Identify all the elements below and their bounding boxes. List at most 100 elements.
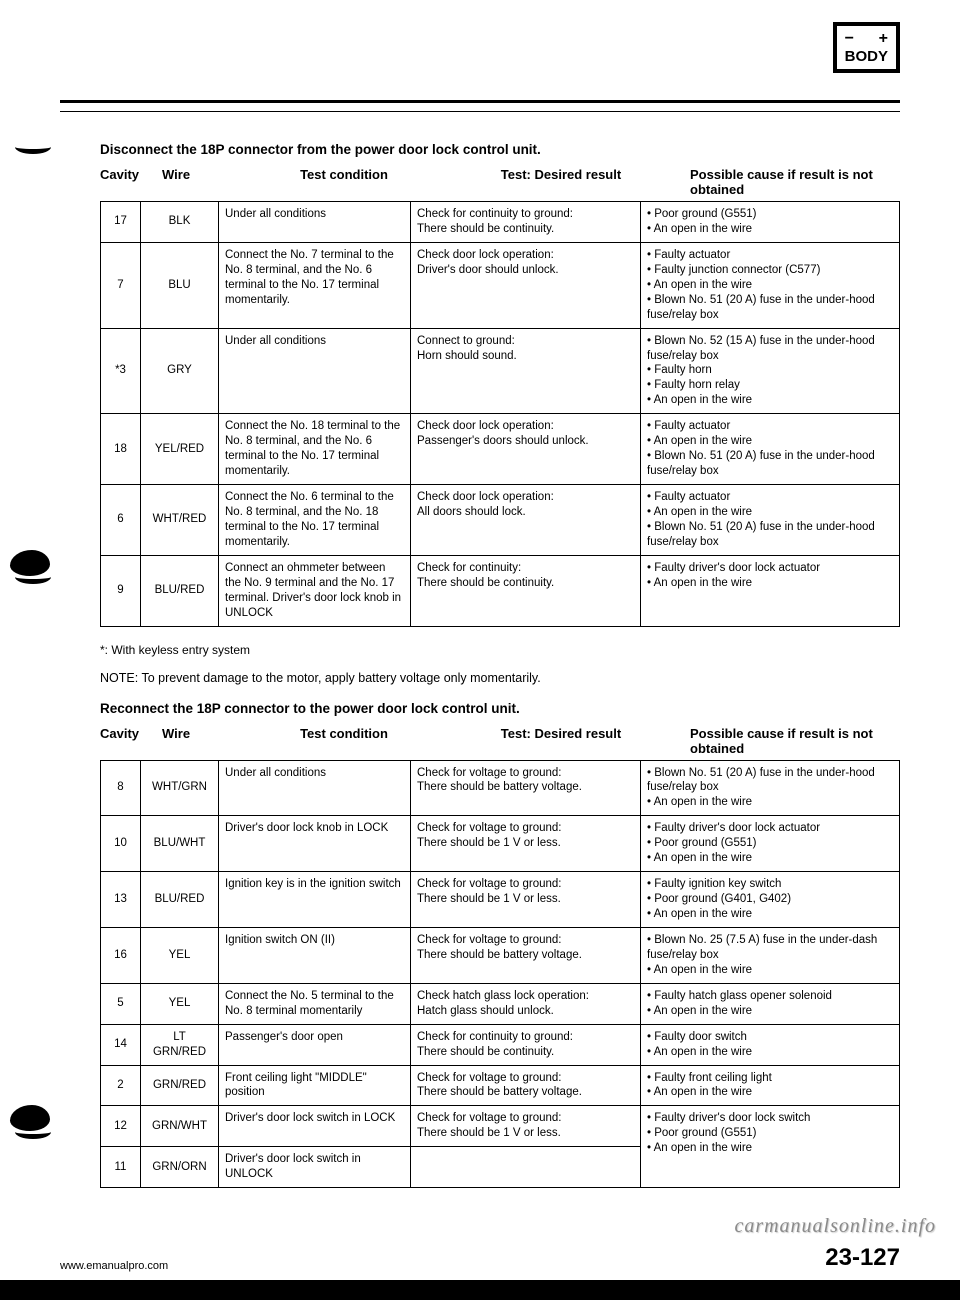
cell: GRN/ORN <box>141 1147 219 1188</box>
cell: Check for continuity: There should be co… <box>411 555 641 626</box>
cell: BLU/RED <box>141 872 219 928</box>
table2-headers: Cavity Wire Test condition Test: Desired… <box>100 726 900 756</box>
section2-title: Reconnect the 18P connector to the power… <box>100 701 900 716</box>
table-row: 16YELIgnition switch ON (II)Check for vo… <box>101 927 900 983</box>
decorator-mark <box>15 570 51 584</box>
cell: YEL <box>141 983 219 1024</box>
cell: GRN/RED <box>141 1065 219 1106</box>
cell: Connect the No. 18 terminal to the No. 8… <box>219 414 411 485</box>
cell: • Faulty actuator • An open in the wire … <box>641 414 900 485</box>
cell: Under all conditions <box>219 760 411 816</box>
cell: BLU/WHT <box>141 816 219 872</box>
cell: Under all conditions <box>219 328 411 414</box>
cell: Connect the No. 5 terminal to the No. 8 … <box>219 983 411 1024</box>
hdr-cause: Possible cause if result is not obtained <box>676 167 900 197</box>
hdr-wire: Wire <box>162 167 242 197</box>
cell: BLK <box>141 202 219 243</box>
cell: Check for voltage to ground: There shoul… <box>411 1065 641 1106</box>
cell: Connect the No. 6 terminal to the No. 8 … <box>219 485 411 556</box>
page-number: 23-127 <box>825 1244 900 1272</box>
cell: • Faulty driver's door lock actuator • P… <box>641 816 900 872</box>
cell: 11 <box>101 1147 141 1188</box>
cell: WHT/RED <box>141 485 219 556</box>
table-row: 9BLU/REDConnect an ohmmeter between the … <box>101 555 900 626</box>
cell: LT GRN/RED <box>141 1024 219 1065</box>
table-row: 14LT GRN/REDPassenger's door openCheck f… <box>101 1024 900 1065</box>
table-row: 10BLU/WHTDriver's door lock knob in LOCK… <box>101 816 900 872</box>
cell: Check door lock operation: All doors sho… <box>411 485 641 556</box>
table-row: 5YELConnect the No. 5 terminal to the No… <box>101 983 900 1024</box>
cell: • Faulty ignition key switch • Poor grou… <box>641 872 900 928</box>
table1: 17BLKUnder all conditionsCheck for conti… <box>100 201 900 627</box>
cell: Under all conditions <box>219 202 411 243</box>
cell: Check for voltage to ground: There shoul… <box>411 760 641 816</box>
cell: 16 <box>101 927 141 983</box>
cell: Check for voltage to ground: There shoul… <box>411 1106 641 1147</box>
table-row: 17BLKUnder all conditionsCheck for conti… <box>101 202 900 243</box>
cell: 8 <box>101 760 141 816</box>
cell: • Faulty front ceiling light • An open i… <box>641 1065 900 1106</box>
decorator-mark <box>15 1125 51 1139</box>
badge-plus: + <box>879 30 888 48</box>
table-row: 18YEL/REDConnect the No. 18 terminal to … <box>101 414 900 485</box>
cell: Front ceiling light "MIDDLE" position <box>219 1065 411 1106</box>
cell: BLU/RED <box>141 555 219 626</box>
cell: Driver's door lock switch in LOCK <box>219 1106 411 1147</box>
section1-title: Disconnect the 18P connector from the po… <box>100 142 900 157</box>
hdr-condition: Test condition <box>242 726 446 756</box>
table1-headers: Cavity Wire Test condition Test: Desired… <box>100 167 900 197</box>
cell: 7 <box>101 242 141 328</box>
table-row: *3GRYUnder all conditionsConnect to grou… <box>101 328 900 414</box>
table-row: 8WHT/GRNUnder all conditionsCheck for vo… <box>101 760 900 816</box>
cell: WHT/GRN <box>141 760 219 816</box>
cell: GRN/WHT <box>141 1106 219 1147</box>
cell: • Faulty hatch glass opener solenoid • A… <box>641 983 900 1024</box>
footer-url: www.emanualpro.com <box>60 1260 168 1272</box>
note-prevent: NOTE: To prevent damage to the motor, ap… <box>100 671 900 685</box>
cell: 10 <box>101 816 141 872</box>
cell: 9 <box>101 555 141 626</box>
cell: • Faulty driver's door lock actuator • A… <box>641 555 900 626</box>
cell: Driver's door lock knob in LOCK <box>219 816 411 872</box>
table-row: 12GRN/WHTDriver's door lock switch in LO… <box>101 1106 900 1147</box>
cell: • Poor ground (G551) • An open in the wi… <box>641 202 900 243</box>
bottom-bar: carmanualsonline.info <box>0 1280 960 1300</box>
decorator-mark <box>15 140 51 154</box>
badge-minus: − <box>845 30 854 48</box>
cell: • Faulty actuator • An open in the wire … <box>641 485 900 556</box>
hdr-cavity: Cavity <box>100 167 162 197</box>
cell: Connect an ohmmeter between the No. 9 te… <box>219 555 411 626</box>
cell: GRY <box>141 328 219 414</box>
cell: Check for continuity to ground: There sh… <box>411 202 641 243</box>
cell: Check door lock operation: Driver's door… <box>411 242 641 328</box>
cell: Ignition switch ON (II) <box>219 927 411 983</box>
cell: Check for voltage to ground: There shoul… <box>411 927 641 983</box>
table-row: 2GRN/REDFront ceiling light "MIDDLE" pos… <box>101 1065 900 1106</box>
hdr-condition: Test condition <box>242 167 446 197</box>
table-row: 6WHT/REDConnect the No. 6 terminal to th… <box>101 485 900 556</box>
hdr-result: Test: Desired result <box>446 726 676 756</box>
cell: 2 <box>101 1065 141 1106</box>
cell: Check for voltage to ground: There shoul… <box>411 816 641 872</box>
cell: Check for continuity to ground: There sh… <box>411 1024 641 1065</box>
badge-label: BODY <box>845 48 888 65</box>
table2: 8WHT/GRNUnder all conditionsCheck for vo… <box>100 760 900 1189</box>
cell: 5 <box>101 983 141 1024</box>
cell: 12 <box>101 1106 141 1147</box>
hdr-result: Test: Desired result <box>446 167 676 197</box>
cell: Check door lock operation: Passenger's d… <box>411 414 641 485</box>
cell: • Faulty driver's door lock switch • Poo… <box>641 1106 900 1188</box>
cell: Check hatch glass lock operation: Hatch … <box>411 983 641 1024</box>
cell: 13 <box>101 872 141 928</box>
cell: Passenger's door open <box>219 1024 411 1065</box>
cell: • Blown No. 52 (15 A) fuse in the under-… <box>641 328 900 414</box>
cell: YEL/RED <box>141 414 219 485</box>
table-row: 13BLU/REDIgnition key is in the ignition… <box>101 872 900 928</box>
cell <box>411 1147 641 1188</box>
table-row: 7BLUConnect the No. 7 terminal to the No… <box>101 242 900 328</box>
cell: BLU <box>141 242 219 328</box>
cell: Check for voltage to ground: There shoul… <box>411 872 641 928</box>
watermark: carmanualsonline.info <box>734 1215 936 1238</box>
note-keyless: *: With keyless entry system <box>100 643 900 657</box>
cell: • Blown No. 51 (20 A) fuse in the under-… <box>641 760 900 816</box>
